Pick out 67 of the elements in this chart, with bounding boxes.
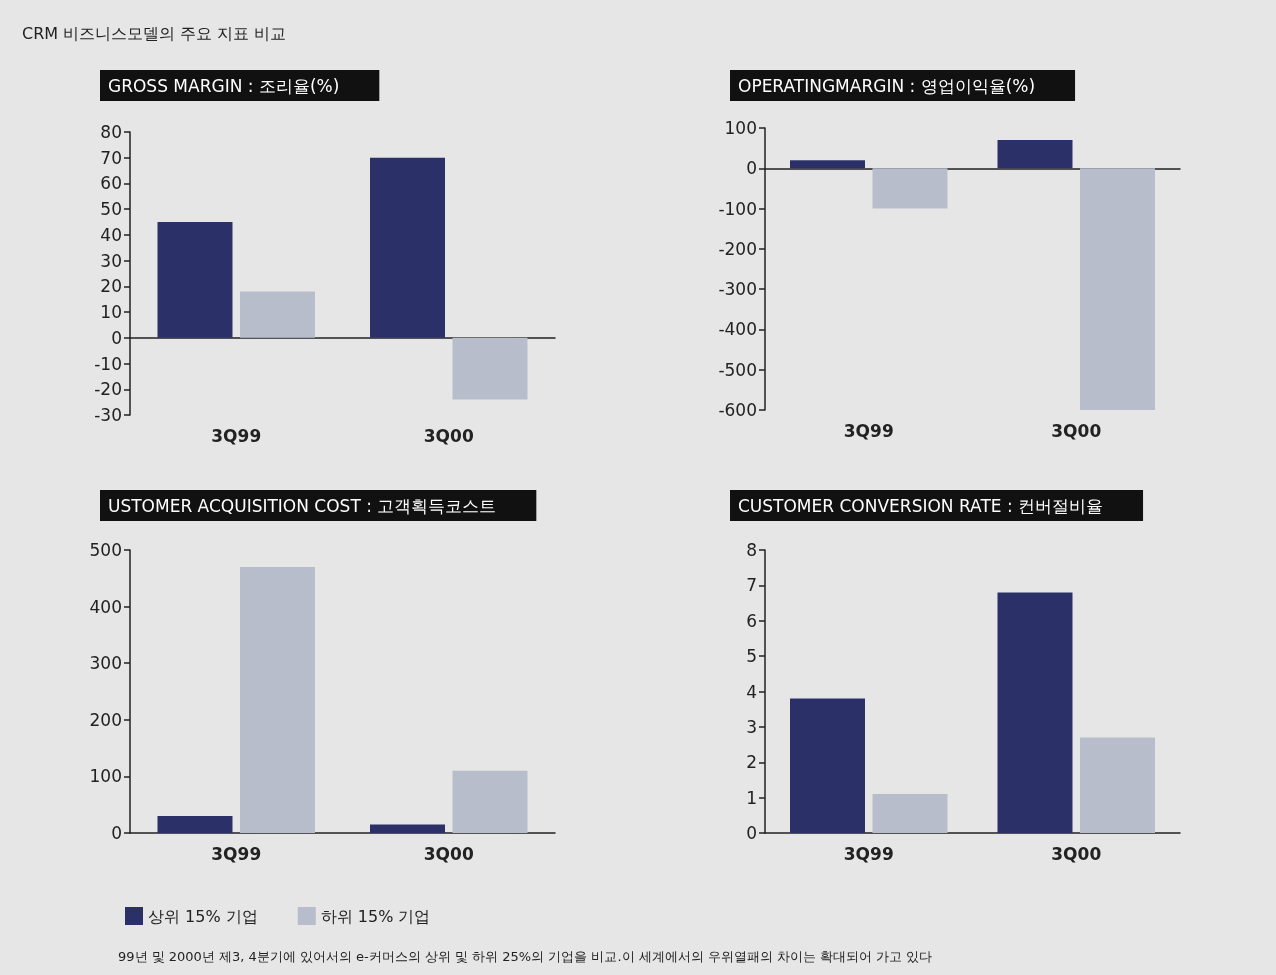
bar xyxy=(240,566,315,833)
y-tick-label: 3 xyxy=(746,716,757,737)
y-tick-label: -10 xyxy=(94,353,122,374)
y-tick-label: 40 xyxy=(100,224,122,245)
y-tick-label: 0 xyxy=(111,823,122,843)
y-tick-label: 60 xyxy=(100,173,122,194)
y-tick-label: -100 xyxy=(718,198,757,219)
y-tick-label: -20 xyxy=(94,379,122,400)
y-tick-label: 0 xyxy=(746,823,757,843)
y-tick-label: 10 xyxy=(100,302,122,323)
bar xyxy=(790,160,865,169)
y-tick-label: -500 xyxy=(718,359,757,380)
chart-title: CUSTOMER CONVERSION RATE : 컨버절비율 xyxy=(738,495,1104,516)
bar xyxy=(157,222,233,338)
y-tick-label: 2 xyxy=(746,752,757,773)
y-tick-label: -400 xyxy=(718,319,757,340)
x-tick-label: 3Q00 xyxy=(1051,843,1102,864)
x-tick-label: 3Q99 xyxy=(843,420,894,441)
y-tick-label: 6 xyxy=(746,610,757,631)
x-tick-label: 3Q00 xyxy=(423,425,474,446)
y-tick-label: -30 xyxy=(94,405,122,425)
bar xyxy=(452,770,528,833)
bar xyxy=(872,794,948,833)
x-tick-label: 3Q99 xyxy=(211,425,262,446)
y-tick-label: -300 xyxy=(718,279,757,300)
y-tick-label: -200 xyxy=(718,238,757,259)
y-tick-label: 50 xyxy=(100,199,122,220)
x-tick-label: 3Q99 xyxy=(211,843,262,864)
bar xyxy=(790,698,865,833)
y-tick-label: 400 xyxy=(89,596,122,617)
bar xyxy=(1080,168,1155,410)
bar xyxy=(872,168,948,209)
y-tick-label: 7 xyxy=(746,575,757,596)
y-tick-label: 100 xyxy=(724,118,757,138)
x-tick-label: 3Q99 xyxy=(843,843,894,864)
bar xyxy=(157,816,233,833)
x-tick-label: 3Q00 xyxy=(423,843,474,864)
y-tick-label: 5 xyxy=(746,646,757,667)
legend-label: 하위 15% 기업 xyxy=(320,906,431,926)
chart-title: OPERATINGMARGIN : 영업이익율(%) xyxy=(738,75,1036,96)
y-tick-label: -600 xyxy=(718,400,757,420)
y-tick-label: 0 xyxy=(111,327,122,348)
text: 99년 및 2000년 제3, 4분기에 있어서의 e-커머스의 상위 및 하위 25%의 기업을 비교.이 세계에서의 우위열패의 차이는 확대되어 가고 있다 xyxy=(118,948,933,966)
chart-title: USTOMER ACQUISITION COST : 고객획득코스트 xyxy=(108,495,497,516)
bar xyxy=(997,592,1073,833)
legend-label: 상위 15% 기업 xyxy=(148,906,258,926)
text: CRM 비즈니스모델의 주요 지표 비교 xyxy=(22,24,287,45)
bar xyxy=(370,824,445,833)
bar xyxy=(1080,737,1155,833)
y-tick-label: 300 xyxy=(89,653,122,674)
y-tick-label: 200 xyxy=(89,709,122,730)
y-tick-label: 20 xyxy=(100,276,122,297)
y-tick-label: 8 xyxy=(746,540,757,560)
bar xyxy=(240,291,315,338)
x-tick-label: 3Q00 xyxy=(1051,420,1102,441)
y-tick-label: 1 xyxy=(746,787,757,808)
y-tick-label: 80 xyxy=(100,122,122,142)
y-tick-label: 0 xyxy=(746,158,757,179)
y-tick-label: 500 xyxy=(89,540,122,560)
bar xyxy=(370,157,445,338)
bar xyxy=(997,140,1073,169)
y-tick-label: 30 xyxy=(100,250,122,271)
y-tick-label: 4 xyxy=(746,681,757,702)
bar xyxy=(452,337,528,400)
chart-title: GROSS MARGIN : 조리율(%) xyxy=(108,75,340,96)
y-tick-label: 70 xyxy=(100,147,122,168)
y-tick-label: 100 xyxy=(89,766,122,787)
